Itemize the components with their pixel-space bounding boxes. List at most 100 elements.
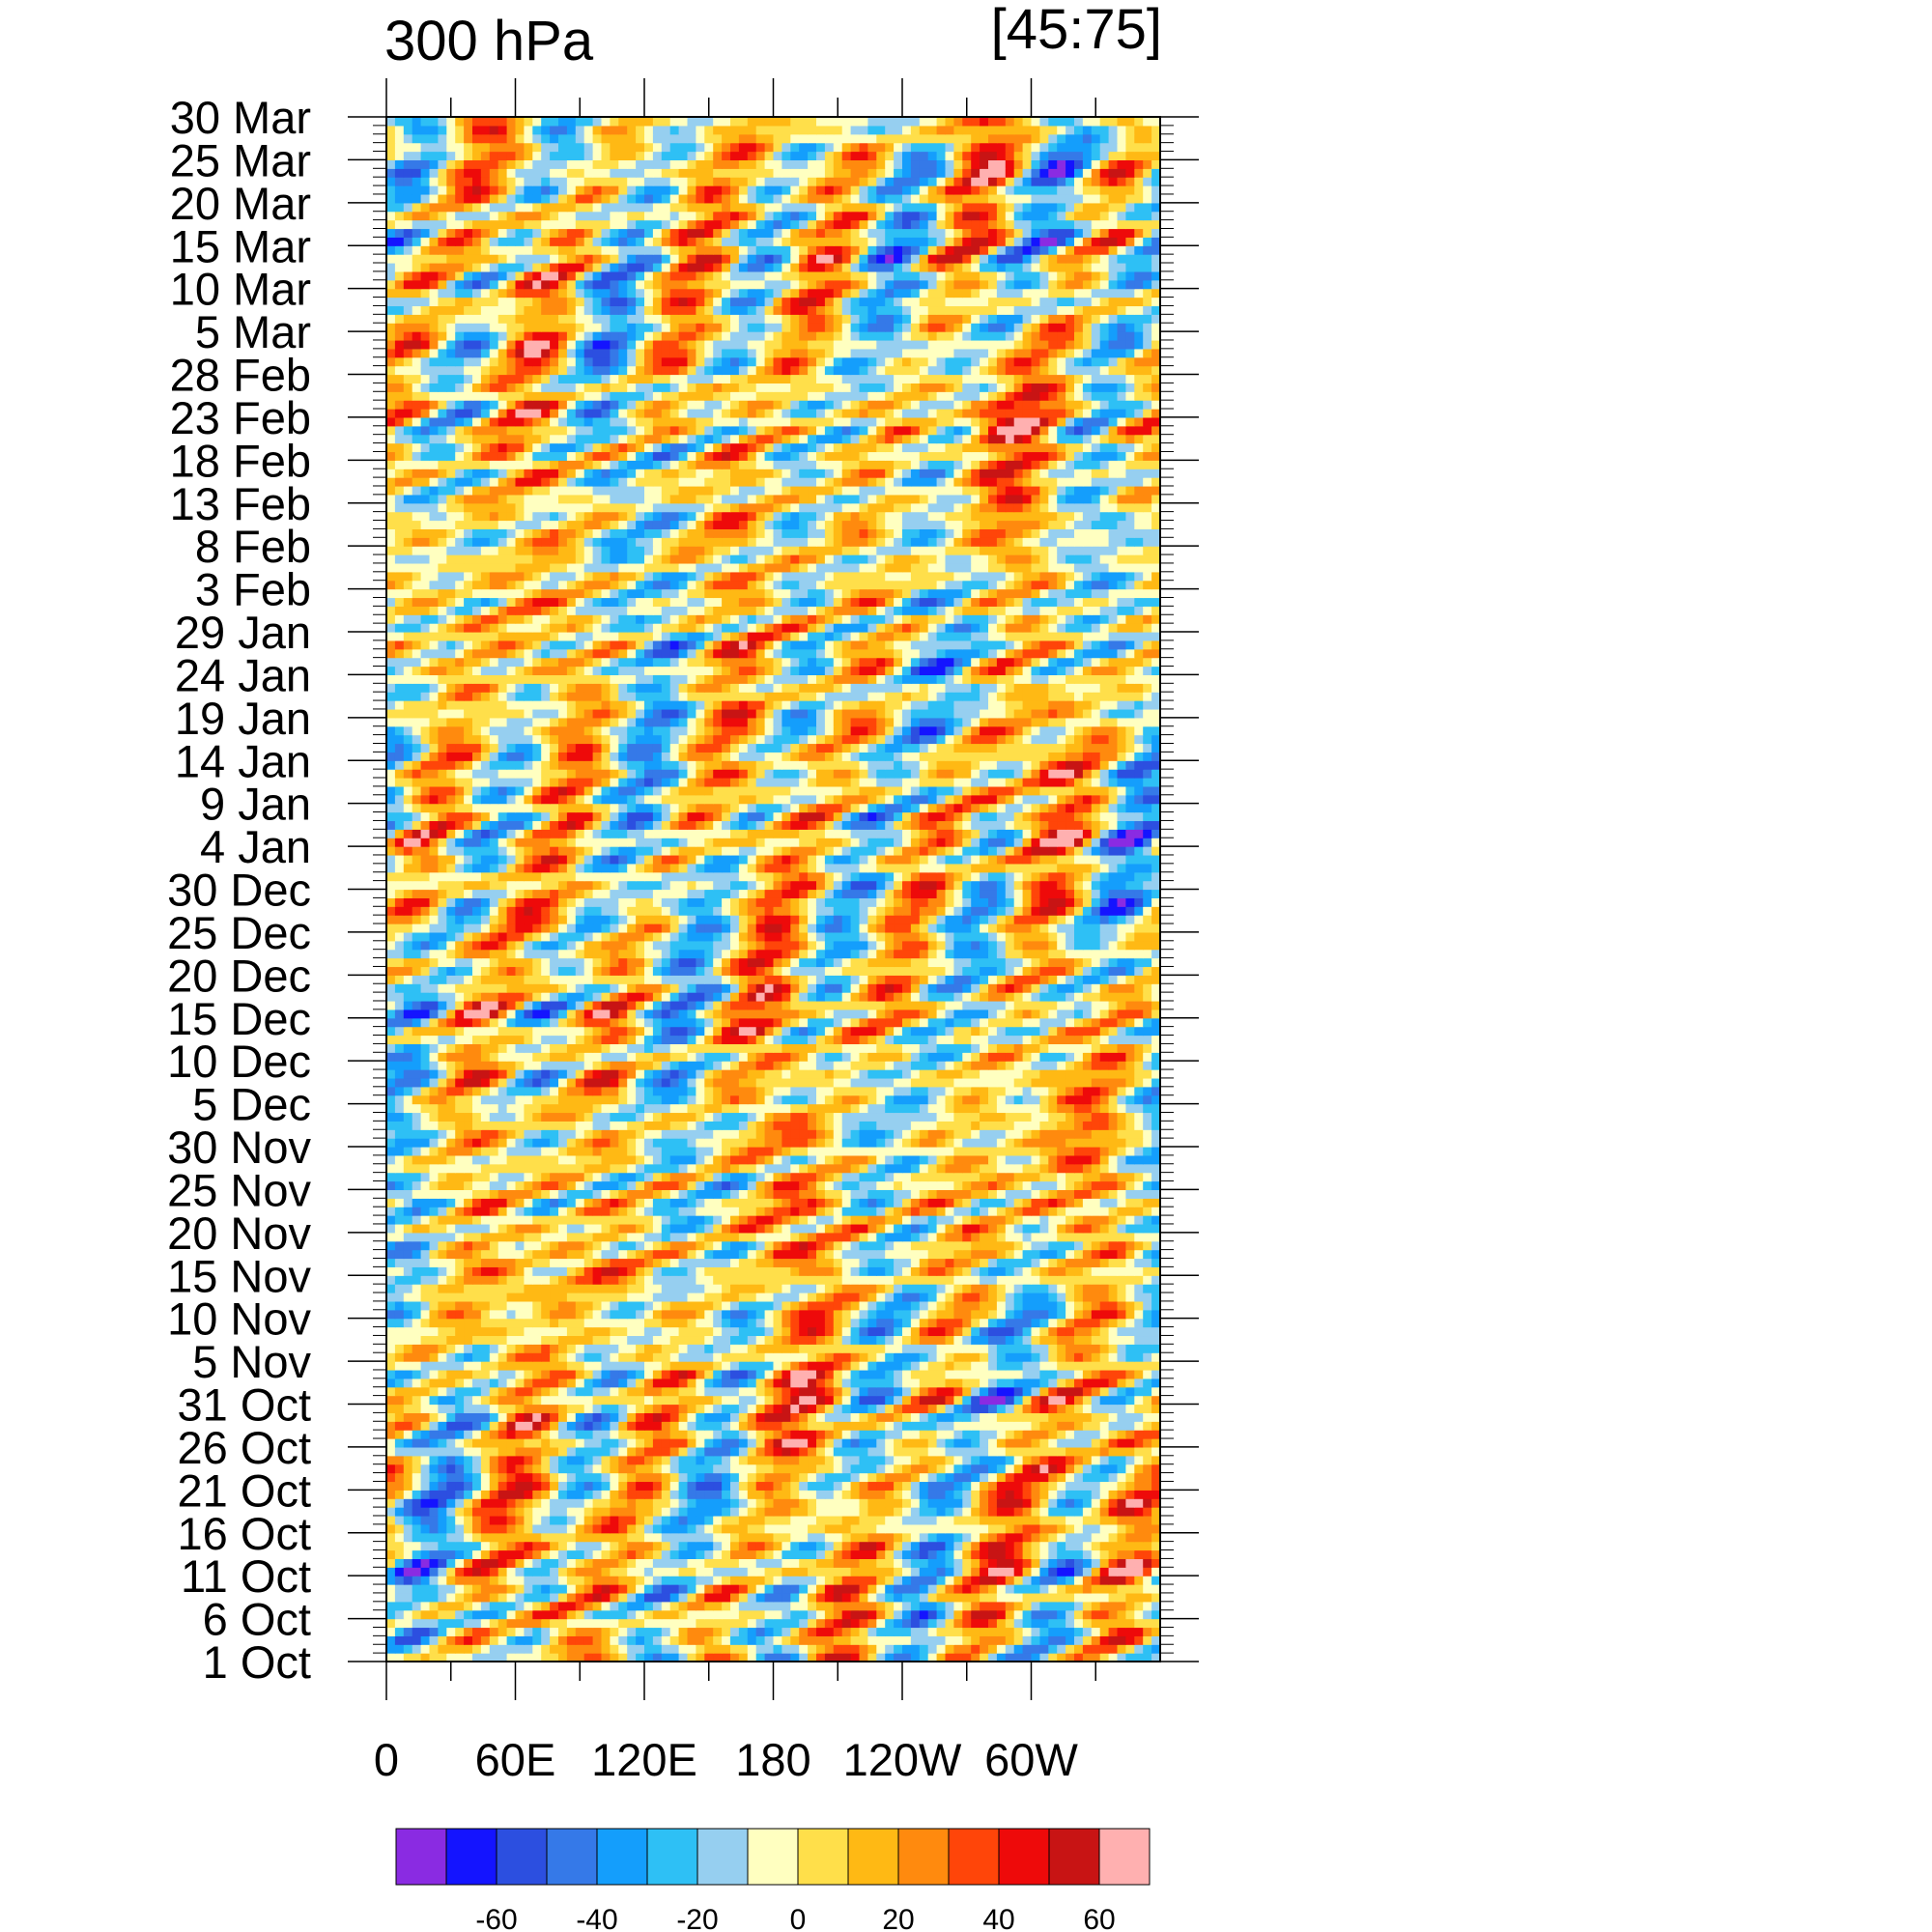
field-cell xyxy=(851,1250,861,1259)
field-cell xyxy=(670,1224,680,1233)
field-cell xyxy=(928,1464,938,1473)
field-cell xyxy=(644,1644,654,1653)
field-cell xyxy=(507,1301,517,1310)
field-cell xyxy=(516,1361,526,1370)
field-cell xyxy=(430,1610,440,1619)
field-cell xyxy=(1074,1507,1084,1516)
field-cell xyxy=(395,1412,405,1421)
field-cell xyxy=(1032,1189,1041,1198)
field-cell xyxy=(1032,1524,1041,1533)
field-cell xyxy=(438,1447,447,1456)
field-cell xyxy=(679,1464,689,1473)
field-cell xyxy=(946,1438,955,1447)
field-cell xyxy=(472,1215,482,1224)
field-cell xyxy=(618,1619,628,1628)
field-cell xyxy=(842,1610,852,1619)
field-cell xyxy=(713,1293,723,1301)
field-cell xyxy=(1134,1524,1144,1533)
field-cell xyxy=(902,1542,912,1550)
field-cell xyxy=(971,1558,980,1567)
field-cell xyxy=(928,1207,938,1215)
field-cell xyxy=(438,1396,447,1405)
field-cell xyxy=(876,1207,886,1215)
field-cell xyxy=(446,1516,456,1524)
field-cell xyxy=(386,1198,396,1207)
field-cell xyxy=(636,1284,645,1293)
field-cell xyxy=(911,1378,921,1387)
field-cell xyxy=(610,1335,619,1344)
field-cell xyxy=(1092,1352,1101,1361)
field-cell xyxy=(627,1207,637,1215)
field-cell xyxy=(808,1584,817,1593)
field-cell xyxy=(1006,1456,1015,1464)
field-cell xyxy=(507,1490,517,1498)
field-cell xyxy=(920,1352,929,1361)
field-cell xyxy=(722,1644,731,1653)
field-cell xyxy=(481,1644,491,1653)
field-cell xyxy=(816,1576,826,1584)
field-cell xyxy=(688,1447,697,1456)
field-cell xyxy=(1109,1524,1119,1533)
field-cell xyxy=(937,1215,947,1224)
field-cell xyxy=(1125,1344,1135,1352)
field-cell xyxy=(627,1524,637,1533)
field-cell xyxy=(748,1215,757,1224)
field-cell xyxy=(688,1464,697,1473)
field-cell xyxy=(1074,1335,1084,1344)
field-cell xyxy=(1014,1558,1024,1567)
field-cell xyxy=(455,1275,465,1284)
field-cell xyxy=(885,1576,895,1584)
field-cell xyxy=(860,1250,869,1259)
field-cell xyxy=(558,1473,568,1482)
field-cell xyxy=(894,1198,903,1207)
field-cell xyxy=(1134,1293,1144,1301)
field-cell xyxy=(412,1310,422,1319)
field-cell xyxy=(962,1250,972,1259)
field-cell xyxy=(876,1412,886,1421)
field-cell xyxy=(860,1593,869,1602)
field-cell xyxy=(1092,1378,1101,1387)
field-cell xyxy=(404,1516,413,1524)
field-cell xyxy=(808,1387,817,1396)
field-cell xyxy=(851,1576,861,1584)
field-cell xyxy=(696,1207,705,1215)
field-cell xyxy=(653,1619,663,1628)
field-cell xyxy=(1032,1284,1041,1293)
field-cell xyxy=(1100,1438,1110,1447)
field-cell xyxy=(911,1319,921,1327)
field-cell xyxy=(1057,1370,1066,1378)
field-cell xyxy=(627,1421,637,1430)
field-cell xyxy=(636,1387,645,1396)
field-cell xyxy=(593,1602,603,1610)
field-cell xyxy=(790,1327,800,1336)
field-cell xyxy=(386,1567,396,1576)
field-cell xyxy=(713,1387,723,1396)
field-cell xyxy=(988,1396,998,1405)
field-cell xyxy=(937,1602,947,1610)
field-cell xyxy=(541,1524,551,1533)
field-cell xyxy=(834,1412,843,1421)
field-cell xyxy=(653,1387,663,1396)
field-cell xyxy=(748,1405,757,1413)
field-cell xyxy=(438,1481,447,1490)
field-cell xyxy=(962,1387,972,1396)
field-cell xyxy=(1092,1207,1101,1215)
field-cell xyxy=(1048,1516,1058,1524)
field-cell xyxy=(894,1327,903,1336)
field-cell xyxy=(498,1370,508,1378)
field-cell xyxy=(662,1421,671,1430)
field-cell xyxy=(1065,1258,1075,1266)
field-cell xyxy=(1100,1644,1110,1653)
field-cell xyxy=(618,1438,628,1447)
field-cell xyxy=(670,1567,680,1576)
field-cell xyxy=(644,1258,654,1266)
field-cell xyxy=(790,1593,800,1602)
field-cell xyxy=(1109,1635,1119,1644)
field-cell xyxy=(748,1224,757,1233)
field-cell xyxy=(867,1250,877,1259)
field-cell xyxy=(962,1361,972,1370)
field-cell xyxy=(593,1447,603,1456)
field-cell xyxy=(765,1275,775,1284)
field-cell xyxy=(490,1558,499,1567)
field-cell xyxy=(1125,1635,1135,1644)
